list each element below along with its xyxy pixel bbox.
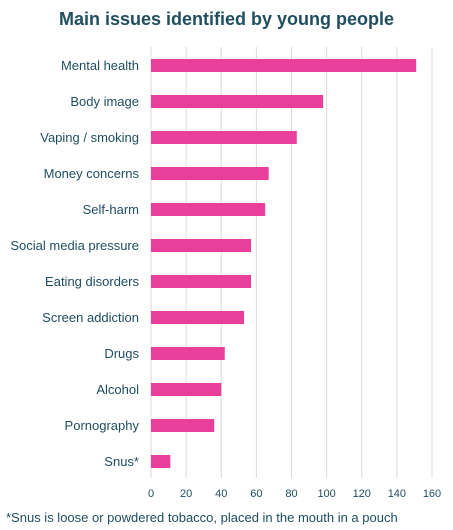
bar	[151, 275, 252, 288]
bar	[151, 419, 215, 432]
x-tick-label: 0	[148, 488, 154, 500]
category-label: Alcohol	[96, 382, 139, 397]
bar	[151, 95, 324, 108]
x-tick-label: 100	[317, 488, 335, 500]
category-labels: Mental health Body image Vaping / smoking M…	[10, 58, 139, 469]
bar	[151, 311, 245, 324]
bar	[151, 383, 222, 396]
bar	[151, 131, 297, 144]
gridlines	[150, 47, 433, 478]
bar	[151, 59, 417, 72]
x-tick-label: 160	[423, 488, 441, 500]
category-label: Snus*	[104, 454, 139, 469]
x-tick-label: 40	[215, 488, 227, 500]
category-label: Money concerns	[44, 166, 140, 181]
category-label: Eating disorders	[45, 274, 139, 289]
x-tick-label: 60	[250, 488, 262, 500]
category-label: Drugs	[104, 346, 139, 361]
category-label: Self-harm	[83, 202, 139, 217]
x-tick-label: 20	[180, 488, 192, 500]
bar	[151, 203, 266, 216]
category-label: Screen addiction	[42, 310, 139, 325]
chart-footnote: *Snus is loose or powdered tobacco, plac…	[6, 510, 398, 525]
category-label: Social media pressure	[10, 238, 139, 253]
bars	[151, 59, 417, 468]
category-label: Mental health	[61, 58, 139, 73]
category-label: Pornography	[65, 418, 140, 433]
category-label: Body image	[70, 94, 139, 109]
chart-title: Main issues identified by young people	[58, 9, 395, 29]
bar	[151, 239, 252, 252]
x-axis-ticks: 0 20 40 60 80 100 120 140 160	[148, 488, 441, 500]
x-tick-label: 140	[388, 488, 406, 500]
bar	[151, 347, 225, 360]
x-tick-label: 120	[353, 488, 371, 500]
x-tick-label: 80	[285, 488, 297, 500]
bar	[151, 455, 171, 468]
category-label: Vaping / smoking	[40, 130, 139, 145]
bar	[151, 167, 269, 180]
